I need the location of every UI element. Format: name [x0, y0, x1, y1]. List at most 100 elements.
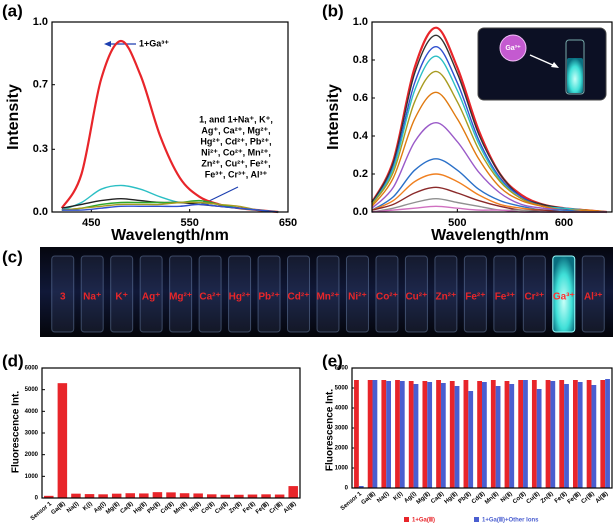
x-tick-label: K(Ⅰ): [392, 490, 404, 502]
x-tick-label: 600: [555, 217, 573, 229]
vial: [316, 255, 340, 333]
vial-label: Cu²⁺: [405, 292, 427, 303]
series-line: [61, 201, 279, 213]
vial: [404, 255, 428, 333]
vial: [169, 255, 193, 333]
x-tick-label: Ga(Ⅲ): [360, 490, 377, 506]
bar: [509, 384, 515, 488]
series-line: [61, 203, 279, 213]
bar: [440, 383, 446, 488]
bar: [220, 494, 231, 498]
vial: [139, 255, 163, 333]
bar: [550, 381, 556, 488]
bar: [358, 486, 364, 488]
inset-arrow: [529, 54, 556, 67]
bar: [57, 383, 68, 498]
x-tick-label: 450: [82, 217, 100, 229]
legend-swatch: [404, 517, 409, 522]
plot-frame: [351, 367, 613, 489]
bar: [564, 384, 569, 488]
x-tick-label: Mg(Ⅱ): [105, 500, 121, 515]
bar: [166, 492, 176, 498]
x-tick-label: Cu(Ⅱ): [214, 500, 230, 515]
x-tick-label: Mg(Ⅱ): [415, 490, 431, 505]
x-tick-label: Cd(Ⅱ): [159, 500, 175, 515]
y-axis-title: Intensity: [325, 84, 342, 150]
bar: [288, 486, 298, 498]
panel-label: (a): [2, 1, 23, 20]
y-tick-label: 5000: [335, 386, 349, 392]
bar: [523, 380, 528, 488]
vials: 3 Na⁺ K⁺ Ag⁺ Mg²⁺ Ca²⁺ Hg²⁺ Pb²⁺ Cd²⁺ Mn²⁺ Ni²⁺ Co²…: [51, 255, 605, 333]
vial-label: Zn²⁺: [435, 292, 456, 303]
bar: [274, 494, 285, 498]
panel-label: (d): [2, 351, 24, 370]
x-tick-label: Fe(Ⅱ): [553, 490, 568, 504]
plot-frame: [51, 21, 289, 213]
x-tick-label: Pb(Ⅱ): [146, 500, 162, 515]
arrow: [204, 186, 239, 204]
inset-arrow-head: [551, 62, 559, 68]
annotation: 1, and 1+Na⁺, K⁺,: [199, 114, 273, 124]
bar: [125, 493, 136, 498]
x-axis-title: Wavelength/nm: [431, 227, 549, 244]
x-tick-label: Ca(Ⅱ): [430, 490, 446, 505]
vial-label: K⁺: [115, 292, 128, 303]
x-tick-label: Zn(Ⅱ): [539, 490, 554, 505]
inset-frame: [477, 27, 607, 101]
bar: [367, 380, 373, 488]
y-tick-label: 0.3: [33, 143, 48, 155]
x-tick-label: Hg(Ⅱ): [132, 500, 148, 515]
bar: [372, 380, 378, 488]
inset-label: Ga³⁺: [505, 45, 521, 52]
bar: [179, 493, 190, 498]
bar: [71, 493, 81, 498]
bar: [111, 493, 122, 498]
annotation: Ag⁺, Ca²⁺, Mg²⁺,: [201, 125, 270, 135]
vial-label: Mg²⁺: [169, 292, 192, 303]
bar: [84, 494, 95, 498]
x-tick-label: Mn(Ⅱ): [172, 500, 188, 515]
x-axis-title: Wavelength/nm: [111, 227, 229, 244]
bar: [454, 386, 460, 488]
photo: [40, 247, 613, 337]
bar: [44, 495, 54, 498]
x-tick-label: K(Ⅰ): [82, 500, 94, 512]
y-tick-label: 0: [35, 496, 39, 502]
vial: [522, 255, 546, 333]
y-axis-title: Intensity: [5, 84, 22, 150]
x-tick-label: Fe(Ⅲ): [254, 500, 270, 515]
annotation: 1+Ga³⁺: [139, 38, 169, 48]
x-tick-label: Co(Ⅱ): [200, 500, 216, 515]
bar: [386, 381, 391, 488]
annotation: Fe³⁺, Cr³⁺, Al³⁺: [205, 169, 268, 179]
inset-vial-glow: [567, 58, 583, 93]
x-tick-label: Al(Ⅲ): [282, 500, 297, 514]
bar: [193, 493, 203, 498]
vial-label: Ga³⁺: [553, 292, 575, 303]
y-tick-label: 0.4: [353, 130, 369, 142]
vial-label: Ca²⁺: [199, 292, 220, 303]
bar: [399, 381, 405, 488]
y-tick-label: 6000: [25, 366, 39, 372]
vial: [493, 255, 517, 333]
bar: [545, 380, 551, 488]
bar: [518, 380, 524, 488]
panel-label: (b): [322, 1, 344, 20]
vial-label: Cd²⁺: [288, 292, 310, 303]
y-tick-label: 1.0: [353, 16, 368, 28]
y-tick-label: 0.7: [33, 79, 48, 91]
annotation: Ni²⁺, Co²⁺, Mn²⁺,: [201, 147, 271, 157]
vial-label: Ni²⁺: [348, 292, 367, 303]
bar: [139, 493, 149, 498]
bar: [381, 380, 387, 488]
x-tick-label: Fe(Ⅲ): [566, 490, 582, 505]
bar: [463, 380, 469, 488]
bar: [477, 381, 482, 488]
annotation: Hg²⁺, Cd²⁺, Pb²⁺,: [200, 136, 271, 146]
legend-label: 1+Ga(Ⅲ)+Other Ions: [482, 517, 539, 524]
x-tick-label: Cd(Ⅱ): [470, 490, 486, 505]
vial: [257, 255, 281, 333]
y-tick-label: 0.0: [353, 206, 368, 218]
inset-vial: [565, 39, 585, 95]
